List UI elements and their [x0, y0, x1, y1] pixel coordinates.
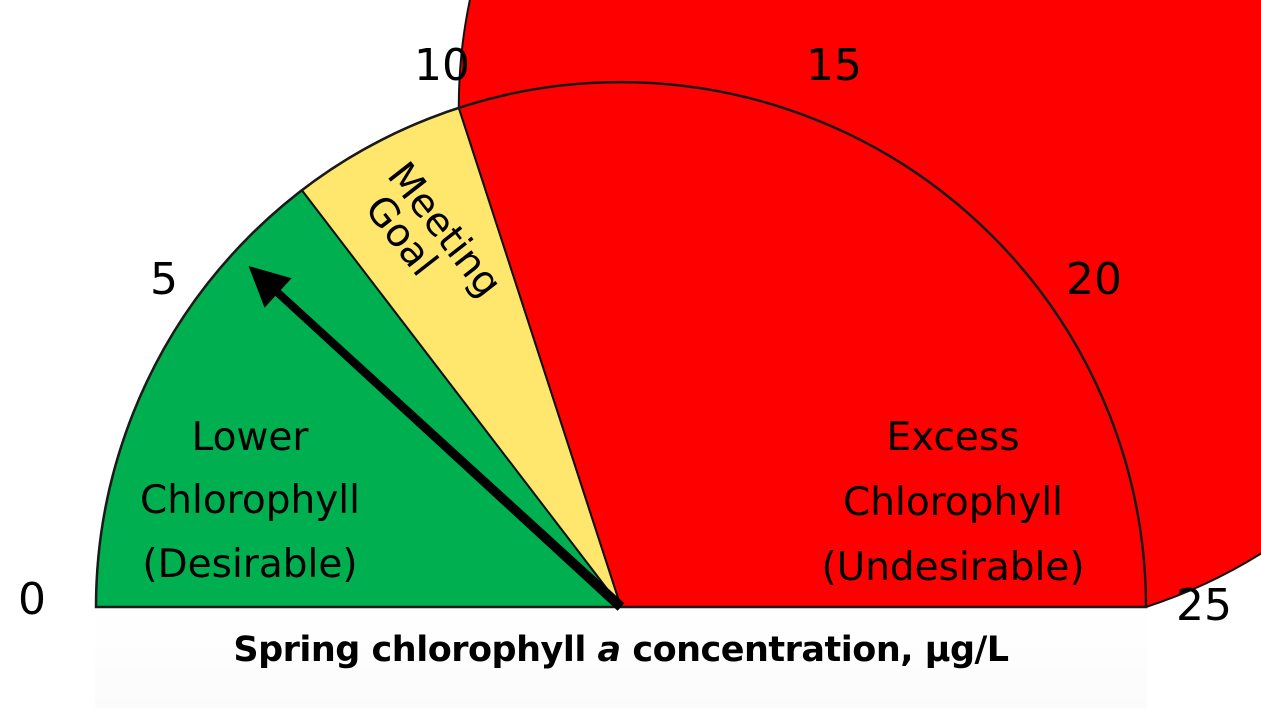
svg-text:(Desirable): (Desirable): [142, 542, 357, 587]
tick-label-10: 10: [414, 40, 470, 91]
gauge-zones: [95, 0, 1261, 608]
gauge-outline: [94, 80, 1148, 609]
svg-text:Lower: Lower: [192, 415, 310, 460]
tick-label-20: 20: [1066, 254, 1122, 305]
zone-excess: [457, 0, 1261, 608]
tick-label-15: 15: [806, 40, 862, 91]
x-axis-label: Spring chlorophyll a concentration, μg/L: [233, 630, 1009, 670]
svg-text:Chlorophyll: Chlorophyll: [843, 480, 1063, 525]
gauge-base-shadow: [95, 608, 1147, 708]
tick-label-5: 5: [150, 254, 178, 305]
svg-text:(Undesirable): (Undesirable): [821, 545, 1084, 590]
tick-label-25: 25: [1176, 580, 1232, 631]
tick-label-0: 0: [18, 574, 46, 625]
zone-label-excess: Excess Chlorophyll (Undesirable): [821, 415, 1084, 590]
needle-arrow-icon: [248, 265, 625, 611]
svg-text:Chlorophyll: Chlorophyll: [140, 478, 360, 523]
zone-label-lower: Lower Chlorophyll (Desirable): [140, 415, 360, 587]
svg-text:Excess: Excess: [886, 415, 1019, 460]
